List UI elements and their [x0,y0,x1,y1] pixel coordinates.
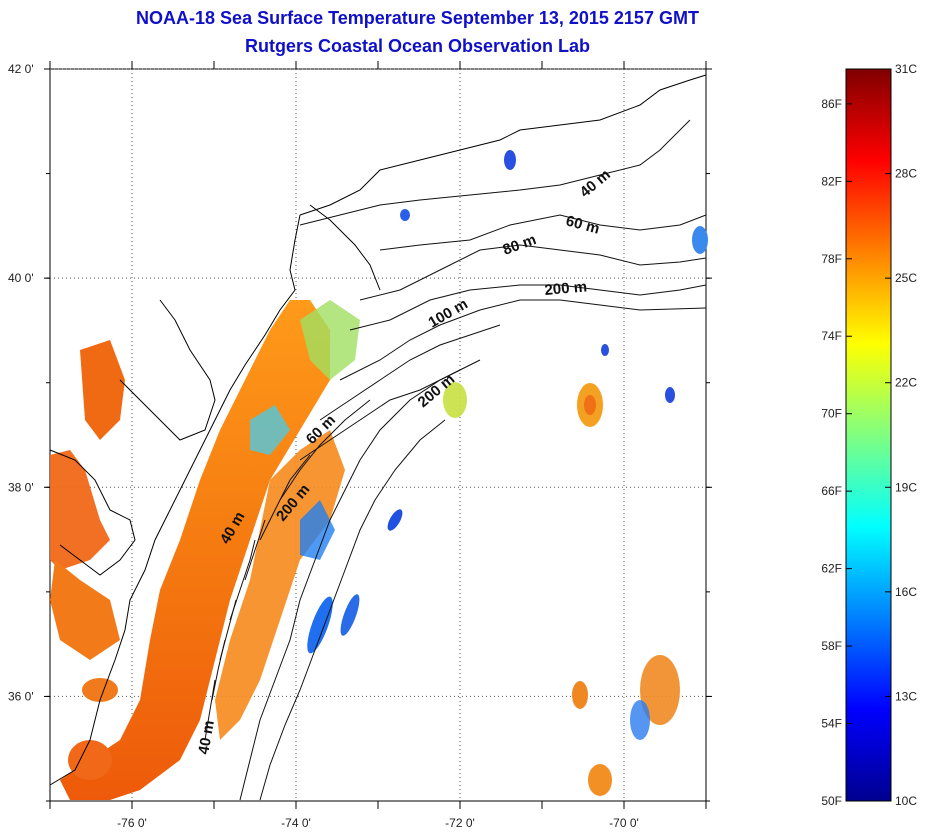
coastline [49,74,707,786]
lon-tick-label: -76 0' [117,816,147,830]
colorbar-f-label: 70F [821,407,842,421]
colorbar-c-label: 13C [895,689,917,703]
lon-tick-label: -74 0' [281,816,311,830]
lon-tick-label: -72 0' [445,816,475,830]
contour-label: 200 m [544,278,588,299]
lon-tick-label: -70 0' [609,816,639,830]
colorbar-c-label: 19C [895,480,917,494]
colorbar-c-label: 16C [895,585,917,599]
lat-tick-label: 38 0' [8,480,34,494]
lat-tick-label: 42 0' [8,62,34,76]
map-subtitle: Rutgers Coastal Ocean Observation Lab [244,36,591,56]
sst-imagery [50,150,708,800]
colorbar-c-label: 28C [895,167,917,181]
colorbar-labels: 31C 28C 25C 22C 19C 16C 13C 10C 86F 82F 78F 74F 70F 6… [821,62,917,808]
colorbar-c-label: 25C [895,271,917,285]
colorbar-c-label: 10C [895,794,917,808]
colorbar-f-label: 58F [821,639,842,653]
contour-label: 40 m [195,719,218,756]
colorbar-c-label: 31C [895,62,917,76]
map-title: NOAA-18 Sea Surface Temperature Septembe… [136,8,699,28]
colorbar-f-label: 62F [821,562,842,576]
axis-ticks: 42 0' 40 0' 38 0' 36 0' -76 0' -74 0' -72 0' -7… [8,61,712,830]
colorbar-scale [845,68,892,802]
lat-tick-label: 40 0' [8,271,34,285]
colorbar-f-label: 78F [821,252,842,266]
colorbar-f-label: 74F [821,329,842,343]
lat-tick-label: 36 0' [8,689,34,703]
bathymetry-contours [204,119,707,801]
colorbar-c-label: 22C [895,376,917,390]
colorbar-f-label: 50F [821,794,842,808]
colorbar-f-label: 86F [821,97,842,111]
colorbar-f-label: 82F [821,174,842,188]
colorbar-f-label: 66F [821,484,842,498]
colorbar-f-label: 54F [821,717,842,731]
